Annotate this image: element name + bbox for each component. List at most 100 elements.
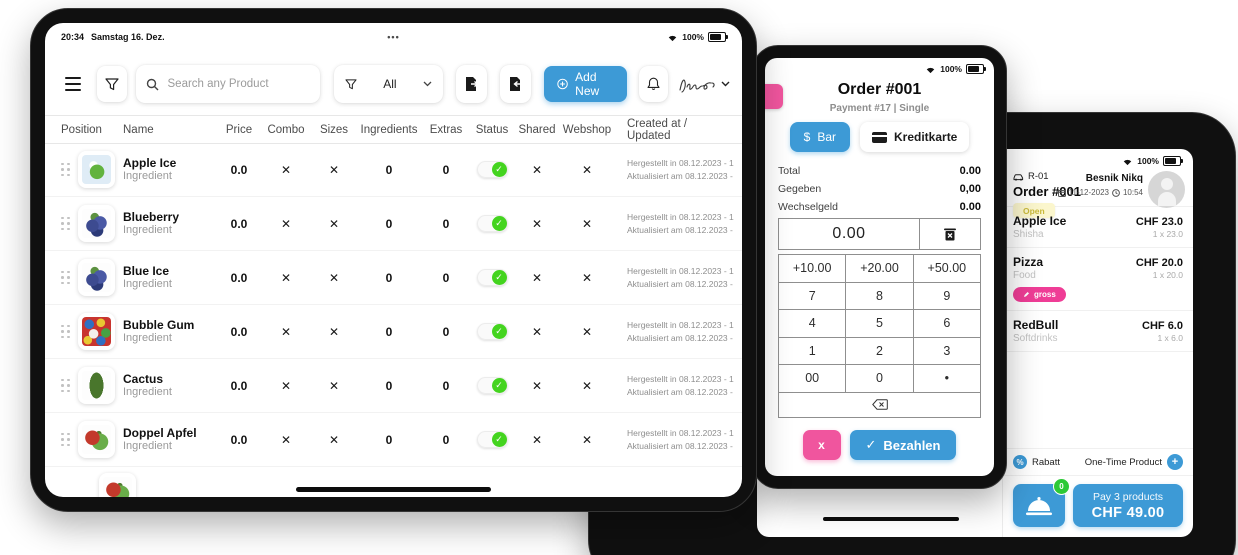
column-header[interactable]: Extras [429,123,463,136]
car-icon [1013,173,1024,181]
column-header[interactable]: Status [475,123,509,136]
table-row[interactable]: Cactus Ingredient 0.0 ✕ ✕ 0 0 ✓ ✕ ✕ Herge… [45,359,742,413]
add-new-button[interactable]: Add New [544,66,627,102]
column-header[interactable]: Shared [518,123,556,136]
keypad-key[interactable]: • [913,365,980,392]
summary-value: 0.00 [959,165,981,177]
status-toggle[interactable]: ✓ [476,431,508,448]
search-input[interactable] [165,77,310,91]
keypad-key[interactable]: +50.00 [913,255,980,282]
cash-method-button[interactable]: $ Bar [789,122,850,152]
multitask-dots[interactable]: ••• [387,32,400,42]
drag-handle[interactable] [61,432,70,447]
updated-at: Aktualisiert am 08.12.2023 - [627,440,733,451]
keypad-key[interactable]: 4 [779,310,846,337]
filter-button[interactable] [97,66,127,102]
keypad-key[interactable]: 7 [779,282,846,309]
keypad-key[interactable]: 5 [846,310,913,337]
status-toggle[interactable]: ✓ [476,215,508,232]
column-header[interactable]: Position [61,123,102,136]
column-header[interactable]: Name [123,123,154,136]
keypad-key[interactable]: 8 [846,282,913,309]
bezahlen-button[interactable]: ✓ Bezahlen [849,430,957,460]
home-indicator[interactable] [296,487,491,492]
ingredients-cell: 0 [385,432,393,447]
cancel-label: x [818,438,825,452]
file-import-icon [510,77,522,91]
plus-circle-icon [557,78,568,90]
table-row-partial[interactable] [45,467,742,497]
import-button[interactable] [500,65,532,103]
product-name: Cactus [123,372,164,386]
serve-button[interactable]: 0 [1013,478,1070,527]
chevron-down-icon [423,81,432,87]
shared-cell: ✕ [531,432,543,447]
category-filter-dropdown[interactable]: All [333,65,444,103]
combo-cell: ✕ [280,324,292,339]
updated-at: Aktualisiert am 08.12.2023 - [627,278,733,289]
item-price: CHF 6.0 [1142,320,1183,332]
keypad-key[interactable]: 2 [846,337,913,364]
column-header[interactable]: Webshop [562,123,612,136]
notifications-button[interactable] [638,66,668,102]
card-method-button[interactable]: Kreditkarte [860,122,970,152]
drag-handle[interactable] [61,324,70,339]
order-item[interactable]: Pizza CHF 20.0 Food 1 x 20.0 gross [1003,248,1193,311]
table-row[interactable]: Apple Ice Ingredient 0.0 ✕ ✕ 0 0 ✓ ✕ ✕ He… [45,143,742,197]
backspace-key[interactable] [779,392,980,417]
product-table: Apple Ice Ingredient 0.0 ✕ ✕ 0 0 ✓ ✕ ✕ He… [45,143,742,497]
wifi-icon [668,35,677,41]
extras-cell: 0 [442,270,450,285]
shared-cell: ✕ [531,270,543,285]
keypad-key[interactable]: 1 [779,337,846,364]
order-item[interactable]: RedBull CHF 6.0 Softdrinks 1 x 6.0 [1003,311,1193,352]
keypad-key[interactable]: +10.00 [779,255,846,282]
discount-button[interactable]: % Rabatt [1013,455,1060,469]
order-item[interactable]: Apple Ice CHF 23.0 Shisha 1 x 23.0 [1003,207,1193,248]
table-row[interactable]: Bubble Gum Ingredient 0.0 ✕ ✕ 0 0 ✓ ✕ ✕ H… [45,305,742,359]
column-header[interactable]: Created at / Updated [627,117,688,142]
back-button-partial[interactable] [765,84,783,109]
drag-handle[interactable] [61,270,70,285]
keypad-key[interactable]: 00 [779,365,846,392]
gross-badge[interactable]: gross [1013,287,1066,302]
dropdown-value: All [383,77,397,91]
pay-button[interactable]: Pay 3 products CHF 49.00 [1073,484,1183,527]
column-header[interactable]: Sizes [319,123,349,136]
column-header[interactable]: Combo [267,123,305,136]
price-cell: 0.0 [230,324,248,339]
price-cell: 0.0 [230,216,248,231]
keypad-key[interactable]: 9 [913,282,980,309]
cancel-payment-button[interactable]: x [802,430,841,460]
table-row[interactable]: Blue Ice Ingredient 0.0 ✕ ✕ 0 0 ✓ ✕ ✕ Her… [45,251,742,305]
created-at: Hergestellt in 08.12.2023 - 1 [627,427,734,438]
status-toggle[interactable]: ✓ [476,323,508,340]
search-box[interactable] [135,65,320,103]
product-name: Doppel Apfel [123,426,197,440]
one-time-product-button[interactable]: One-Time Product + [1085,454,1183,470]
status-toggle[interactable]: ✓ [476,377,508,394]
avatar[interactable] [1148,171,1185,208]
webshop-cell: ✕ [581,162,593,177]
export-button[interactable] [456,65,488,103]
keypad-key[interactable]: 3 [913,337,980,364]
clear-amount-button[interactable] [920,219,980,249]
table-row[interactable]: Doppel Apfel Ingredient 0.0 ✕ ✕ 0 0 ✓ ✕ ✕… [45,413,742,467]
keypad-key[interactable]: 0 [846,365,913,392]
drag-handle[interactable] [61,378,70,393]
table-row[interactable]: Blueberry Ingredient 0.0 ✕ ✕ 0 0 ✓ ✕ ✕ He… [45,197,742,251]
column-header[interactable]: Price [225,123,253,136]
column-header[interactable]: Ingredients [360,123,418,136]
price-cell: 0.0 [230,432,248,447]
home-indicator[interactable] [823,517,959,521]
keypad-key[interactable]: +20.00 [846,255,913,282]
price-cell: 0.0 [230,270,248,285]
drag-handle[interactable] [61,162,70,177]
drag-handle[interactable] [61,216,70,231]
keypad-key[interactable]: 6 [913,310,980,337]
shared-cell: ✕ [531,324,543,339]
profile-menu[interactable] [676,74,730,94]
status-toggle[interactable]: ✓ [476,269,508,286]
status-toggle[interactable]: ✓ [476,161,508,178]
menu-button[interactable] [65,77,82,91]
